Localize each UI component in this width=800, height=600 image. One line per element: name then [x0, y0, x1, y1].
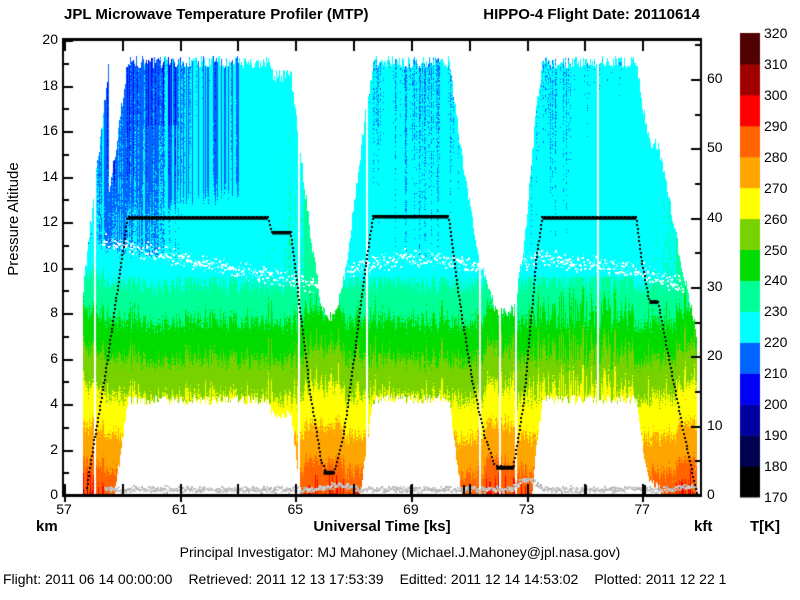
colorbar-tick-label: 230 — [764, 303, 788, 320]
y-tick-label-km: 20 — [42, 31, 58, 47]
x-tick-label: 65 — [287, 501, 304, 517]
plot-title-right: HIPPO-4 Flight Date: 20110614 — [483, 6, 700, 23]
footer-timestamps: Flight: 2011 06 14 00:00:00 Retrieved: 20… — [3, 571, 800, 587]
colorbar-tick-label: 190 — [764, 427, 788, 444]
y-tick-label-kft: 0 — [707, 486, 715, 502]
colorbar-unit: T[K] — [750, 518, 780, 535]
footer-flight-date: Flight: 2011 06 14 00:00:00 — [3, 571, 173, 587]
y-tick-label-kft: 50 — [707, 139, 723, 156]
x-tick-label: 73 — [518, 501, 535, 517]
x-tick-label: 77 — [634, 501, 650, 517]
colorbar-tick-label: 270 — [764, 179, 788, 196]
y-tick-label-km: 6 — [50, 349, 58, 366]
colorbar-tick-label: 180 — [764, 458, 788, 475]
y-tick-label-kft: 30 — [707, 277, 723, 294]
y-axis-unit-kft: kft — [694, 518, 713, 535]
y-tick-label-km: 4 — [50, 395, 58, 411]
y-tick-label-kft: 60 — [707, 69, 723, 86]
colorbar-tick-label: 300 — [764, 86, 788, 103]
colorbar-tick-label: 200 — [764, 396, 788, 413]
y-tick-label-km: 18 — [42, 76, 58, 93]
y-tick-label-km: 16 — [42, 122, 58, 138]
y-tick-label-km: 8 — [50, 304, 58, 320]
colorbar-tick-label: 170 — [764, 489, 788, 505]
x-tick-label: 57 — [56, 501, 72, 517]
y-axis-unit-km: km — [36, 518, 58, 535]
footer-retrieved-date: Retrieved: 2011 12 13 17:53:39 — [188, 571, 384, 587]
colorbar-tick-label: 210 — [764, 365, 788, 382]
y-tick-label-km: 2 — [50, 440, 58, 457]
colorbar-tick-label: 280 — [764, 148, 788, 165]
plot-title-left: JPL Microwave Temperature Profiler (MTP) — [64, 6, 369, 23]
y-tick-label-km: 14 — [42, 167, 58, 184]
x-tick-label: 61 — [171, 501, 188, 517]
colorbar-tick-label: 260 — [764, 210, 788, 227]
y-tick-label-kft: 20 — [707, 347, 723, 364]
y-tick-label-kft: 40 — [707, 208, 723, 225]
colorbar-tick-label: 250 — [764, 241, 788, 258]
y-tick-label-km: 10 — [42, 258, 58, 275]
colorbar-tick-label: 310 — [764, 55, 788, 72]
x-tick-label: 69 — [403, 501, 419, 517]
y-axis-title: Pressure Altitude — [5, 162, 22, 276]
y-tick-label-km: 12 — [42, 213, 58, 229]
colorbar-tick-label: 220 — [764, 334, 788, 351]
y-tick-label-kft: 10 — [707, 416, 723, 433]
x-axis-title: Universal Time [ks] — [313, 518, 451, 535]
footer-plotted-date: Plotted: 2011 12 22 1 — [594, 571, 727, 587]
colorbar-tick-label: 240 — [764, 272, 788, 289]
y-tick-label-km: 0 — [50, 486, 58, 502]
footer-edited-date: Editted: 2011 12 14 14:53:02 — [399, 571, 579, 587]
principal-investigator-line: Principal Investigator: MJ Mahoney (Mich… — [179, 544, 621, 560]
colorbar-tick-label: 290 — [764, 117, 788, 134]
colorbar-tick-label: 320 — [764, 25, 788, 41]
